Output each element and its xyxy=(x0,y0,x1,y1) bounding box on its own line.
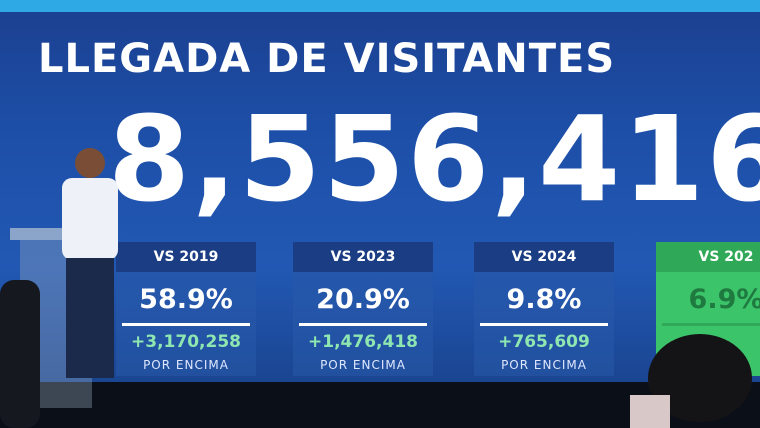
audience-member xyxy=(630,395,670,428)
card-increase: +1,476,418 xyxy=(308,332,418,352)
card-percent: 6.9% xyxy=(688,284,760,315)
speaker-pants xyxy=(66,258,114,378)
card-label: VS 2019 xyxy=(116,242,256,272)
card: VS 2024 9.8% +765,609 POR ENCIMA xyxy=(474,242,614,376)
card-label: VS 2024 xyxy=(474,242,614,272)
divider xyxy=(122,323,250,326)
card-label: VS 2023 xyxy=(293,242,433,272)
card-note: POR ENCIMA xyxy=(501,358,587,372)
card-increase: +765,609 xyxy=(498,332,590,352)
card-note: POR ENCIMA xyxy=(143,358,229,372)
card-increase: +3,170,258 xyxy=(131,332,241,352)
audience-member xyxy=(648,334,752,422)
card: VS 2023 20.9% +1,476,418 POR ENCIMA xyxy=(293,242,433,376)
title: LLEGADA DE VISITANTES xyxy=(38,36,616,82)
screen: LLEGADA DE VISITANTES 8,556,416 VS 2019 … xyxy=(0,0,760,382)
divider xyxy=(299,323,427,326)
divider xyxy=(480,323,608,326)
card-note: POR ENCIMA xyxy=(320,358,406,372)
speaker-shirt xyxy=(62,178,118,260)
card-percent: 9.8% xyxy=(506,284,582,315)
divider xyxy=(662,323,760,326)
card-percent: 58.9% xyxy=(139,284,233,315)
total-visitors: 8,556,416 xyxy=(108,90,760,228)
card-percent: 20.9% xyxy=(316,284,410,315)
speaker-head xyxy=(75,148,105,178)
card: VS 2019 58.9% +3,170,258 POR ENCIMA xyxy=(116,242,256,376)
top-band xyxy=(0,0,760,12)
audience-member xyxy=(0,280,40,428)
card-label: VS 202 xyxy=(656,242,760,272)
